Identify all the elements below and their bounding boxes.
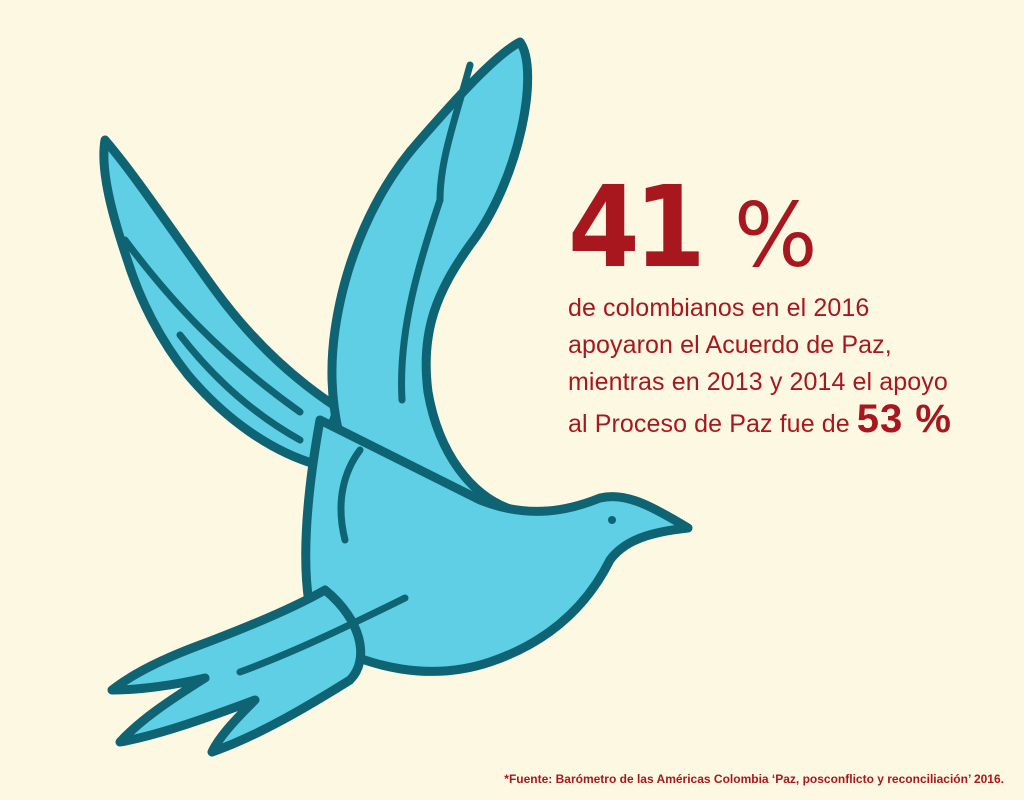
dove-left-wing (99, 135, 343, 470)
dove-body (301, 415, 693, 676)
body-line: mientras en 2013 y 2014 el apoyo (568, 368, 948, 396)
dove-eye (608, 516, 616, 524)
headline-row: 41 % (568, 172, 1008, 284)
dove-feather-line (236, 594, 409, 676)
body-line: apoyaron el Acuerdo de Paz, (568, 331, 892, 359)
headline-number: 41 (568, 163, 706, 293)
inline-stat: 53 % (856, 397, 952, 441)
body-line: de colombianos en el 2016 (568, 294, 870, 322)
dove-feather-line (121, 236, 304, 416)
dove-feather-line (337, 446, 364, 544)
body-line-text: al Proceso de Paz fue de (568, 410, 850, 438)
dove-feather-line (436, 61, 474, 204)
headline-percent-sign: % (733, 184, 818, 287)
dove-feather-line (398, 196, 444, 404)
dove-feather-line (176, 331, 304, 444)
body-line-final: al Proceso de Paz fue de 53 % (568, 399, 1008, 443)
source-note: *Fuente: Barómetro de las Américas Colom… (504, 772, 1004, 786)
dove-tail (107, 585, 366, 757)
statistic-block: 41 % de colombianos en el 2016 apoyaron … (568, 172, 1008, 443)
